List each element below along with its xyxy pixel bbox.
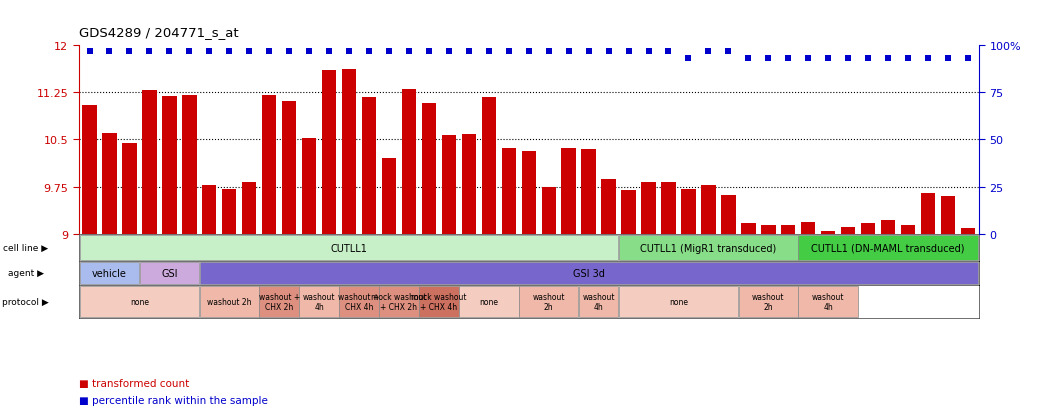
Text: washout
4h: washout 4h: [582, 292, 615, 311]
Bar: [202, 185, 217, 235]
Bar: [342, 69, 356, 235]
Text: washout
4h: washout 4h: [812, 292, 845, 311]
Bar: [242, 183, 257, 235]
Bar: [339, 286, 379, 317]
Y-axis label: protocol ▶: protocol ▶: [2, 297, 49, 306]
Bar: [142, 91, 157, 235]
Bar: [619, 286, 738, 317]
Y-axis label: cell line ▶: cell line ▶: [3, 244, 48, 252]
Text: GDS4289 / 204771_s_at: GDS4289 / 204771_s_at: [79, 26, 238, 39]
Text: mock washout
+ CHX 4h: mock washout + CHX 4h: [411, 292, 467, 311]
Bar: [502, 148, 516, 235]
Bar: [442, 135, 456, 235]
Bar: [541, 188, 556, 235]
Text: CUTLL1: CUTLL1: [331, 243, 367, 253]
Text: washout
2h: washout 2h: [752, 292, 784, 311]
Bar: [738, 286, 798, 317]
Bar: [621, 190, 636, 235]
Bar: [321, 71, 336, 235]
Bar: [761, 225, 776, 235]
Bar: [642, 183, 655, 235]
Text: GSI 3d: GSI 3d: [573, 268, 604, 278]
Bar: [900, 225, 915, 235]
Bar: [122, 143, 136, 235]
Y-axis label: agent ▶: agent ▶: [7, 269, 44, 278]
Bar: [382, 159, 396, 235]
Bar: [462, 135, 476, 235]
Text: washout +
CHX 4h: washout + CHX 4h: [338, 292, 380, 311]
Bar: [200, 262, 978, 285]
Bar: [662, 183, 675, 235]
Bar: [581, 150, 596, 235]
Bar: [83, 105, 96, 235]
Text: ■ percentile rank within the sample: ■ percentile rank within the sample: [79, 395, 267, 405]
Text: washout +
CHX 2h: washout + CHX 2h: [259, 292, 299, 311]
Bar: [861, 223, 875, 235]
Bar: [80, 235, 619, 261]
Text: ■ transformed count: ■ transformed count: [79, 378, 188, 388]
Bar: [103, 134, 116, 235]
Bar: [379, 286, 419, 317]
Bar: [821, 232, 836, 235]
Bar: [402, 90, 416, 235]
Bar: [601, 179, 616, 235]
Bar: [362, 98, 376, 235]
Bar: [139, 262, 199, 285]
Bar: [881, 221, 895, 235]
Bar: [260, 286, 299, 317]
Bar: [941, 197, 955, 235]
Text: washout
2h: washout 2h: [533, 292, 565, 311]
Bar: [521, 152, 536, 235]
Bar: [841, 227, 855, 235]
Text: GSI: GSI: [161, 268, 178, 278]
Bar: [921, 194, 935, 235]
Text: none: none: [130, 297, 149, 306]
Bar: [721, 196, 736, 235]
Bar: [459, 286, 518, 317]
Bar: [222, 189, 237, 235]
Bar: [799, 235, 978, 261]
Text: washout 2h: washout 2h: [207, 297, 251, 306]
Bar: [519, 286, 578, 317]
Bar: [799, 286, 857, 317]
Bar: [422, 104, 437, 235]
Bar: [801, 222, 816, 235]
Bar: [482, 98, 496, 235]
Bar: [419, 286, 459, 317]
Bar: [80, 262, 139, 285]
Bar: [200, 286, 259, 317]
Text: mock washout
+ CHX 2h: mock washout + CHX 2h: [372, 292, 427, 311]
Bar: [741, 223, 756, 235]
Text: none: none: [669, 297, 688, 306]
Bar: [80, 286, 199, 317]
Bar: [619, 235, 798, 261]
Bar: [701, 185, 715, 235]
Bar: [162, 97, 177, 235]
Bar: [299, 286, 339, 317]
Bar: [182, 96, 197, 235]
Text: none: none: [480, 297, 498, 306]
Bar: [282, 102, 296, 235]
Text: washout
4h: washout 4h: [303, 292, 335, 311]
Bar: [302, 139, 316, 235]
Bar: [682, 189, 695, 235]
Text: vehicle: vehicle: [92, 268, 127, 278]
Bar: [781, 225, 796, 235]
Text: CUTLL1 (MigR1 transduced): CUTLL1 (MigR1 transduced): [641, 243, 777, 253]
Bar: [262, 96, 276, 235]
Bar: [561, 148, 576, 235]
Bar: [961, 228, 975, 235]
Bar: [579, 286, 619, 317]
Text: CUTLL1 (DN-MAML transduced): CUTLL1 (DN-MAML transduced): [811, 243, 965, 253]
